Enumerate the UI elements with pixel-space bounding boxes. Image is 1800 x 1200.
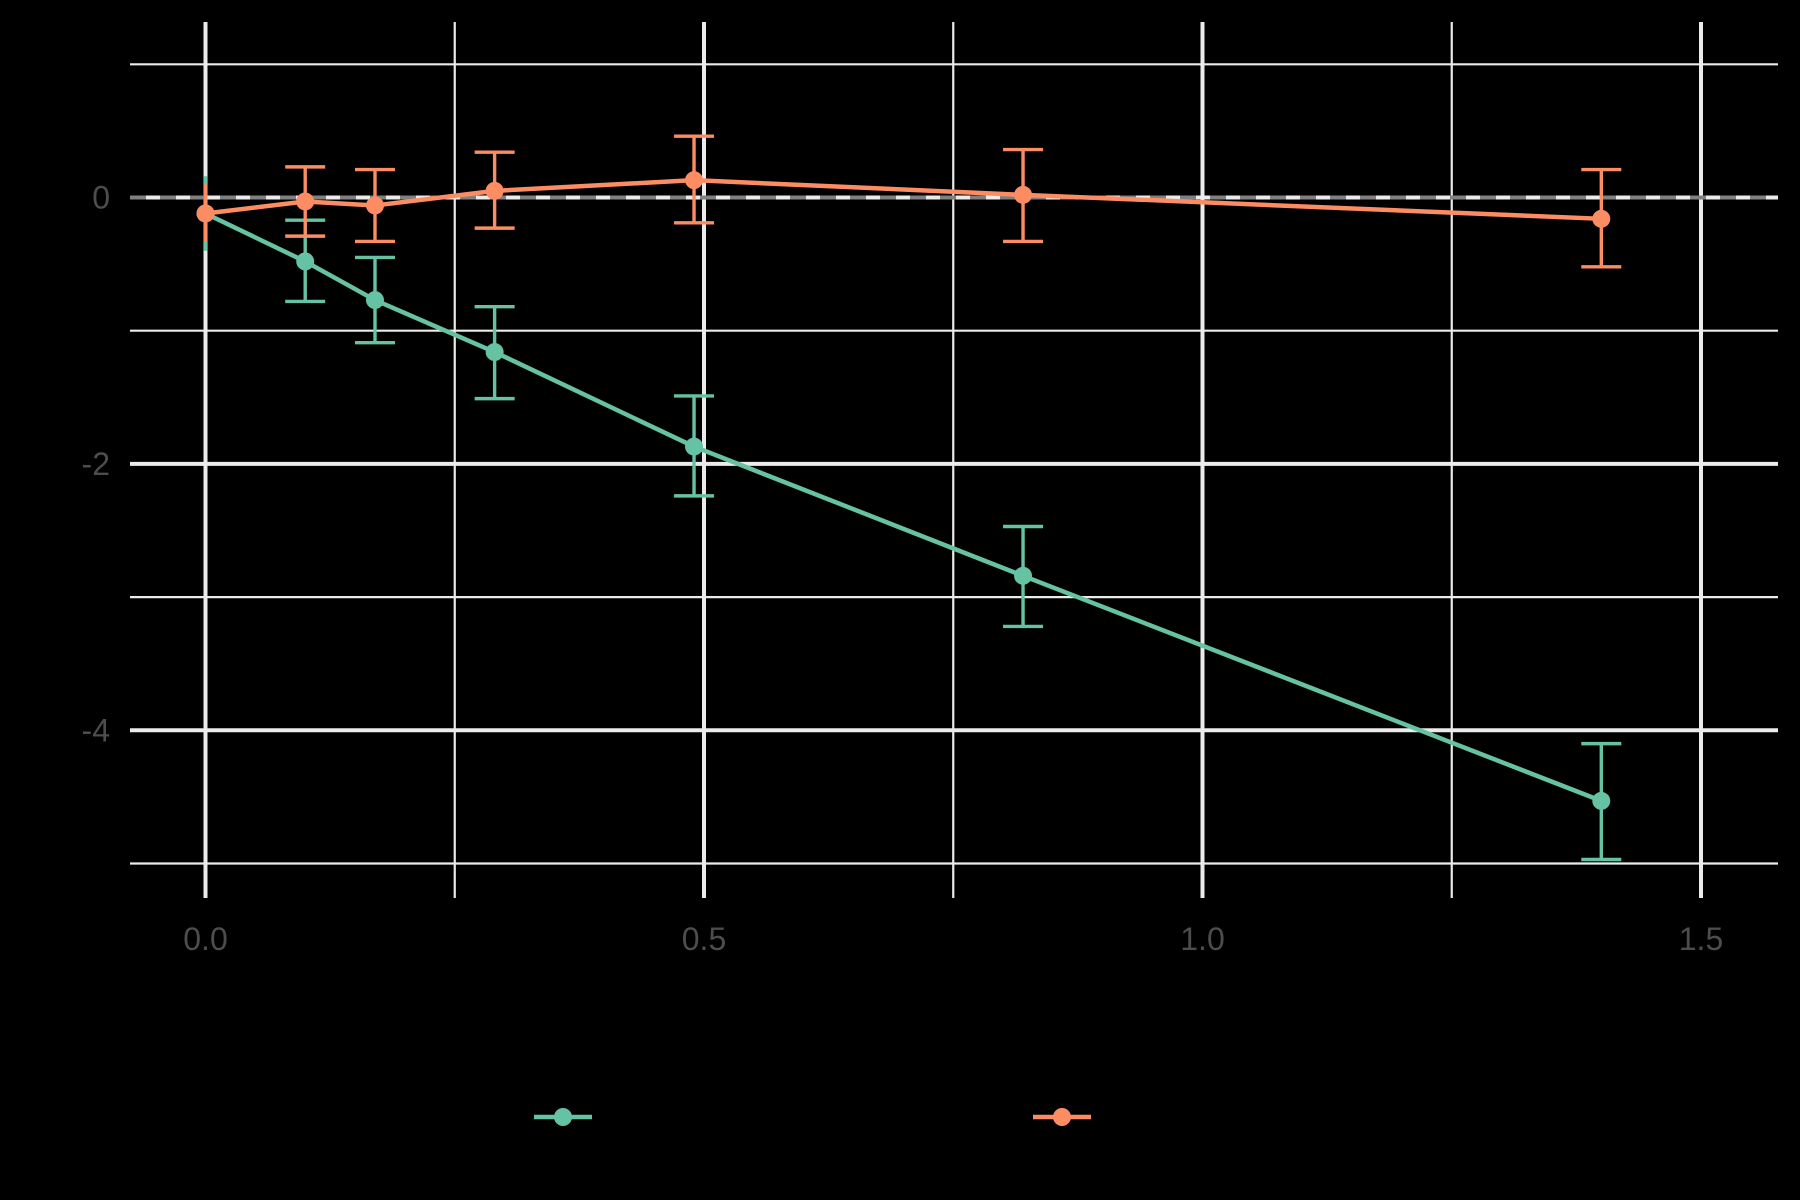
x-tick-label: 1.0	[1180, 921, 1224, 957]
y-axis-tick-labels: 0 -2 -4	[82, 180, 110, 749]
series-2	[196, 134, 1622, 269]
data-point	[365, 291, 384, 310]
legend-item-2	[1033, 1108, 1091, 1126]
legend	[534, 1108, 1091, 1126]
data-point	[485, 181, 504, 200]
data-point	[296, 252, 315, 271]
data-point	[1592, 791, 1611, 810]
data-point	[1592, 209, 1611, 228]
data-point	[1014, 185, 1033, 204]
x-axis-tick-labels: 0.0 0.5 1.0 1.5	[183, 921, 1723, 957]
x-tick-label: 0.0	[183, 921, 227, 957]
grid-minor	[130, 22, 1778, 898]
legend-key-point	[1053, 1108, 1071, 1126]
data-point	[365, 196, 384, 215]
y-tick-label: -4	[82, 712, 110, 748]
data-point	[1014, 566, 1033, 585]
y-tick-label: 0	[92, 180, 110, 216]
data-point	[685, 171, 704, 190]
x-tick-label: 0.5	[682, 921, 726, 957]
x-tick-label: 1.5	[1679, 921, 1723, 957]
series-1	[196, 176, 1622, 862]
legend-key-point	[554, 1108, 572, 1126]
data-point	[196, 204, 215, 223]
data-point	[485, 343, 504, 362]
y-tick-label: -2	[82, 446, 110, 482]
data-point	[685, 437, 704, 456]
legend-item-1	[534, 1108, 592, 1126]
data-point	[296, 192, 315, 211]
series-layer	[196, 134, 1622, 862]
